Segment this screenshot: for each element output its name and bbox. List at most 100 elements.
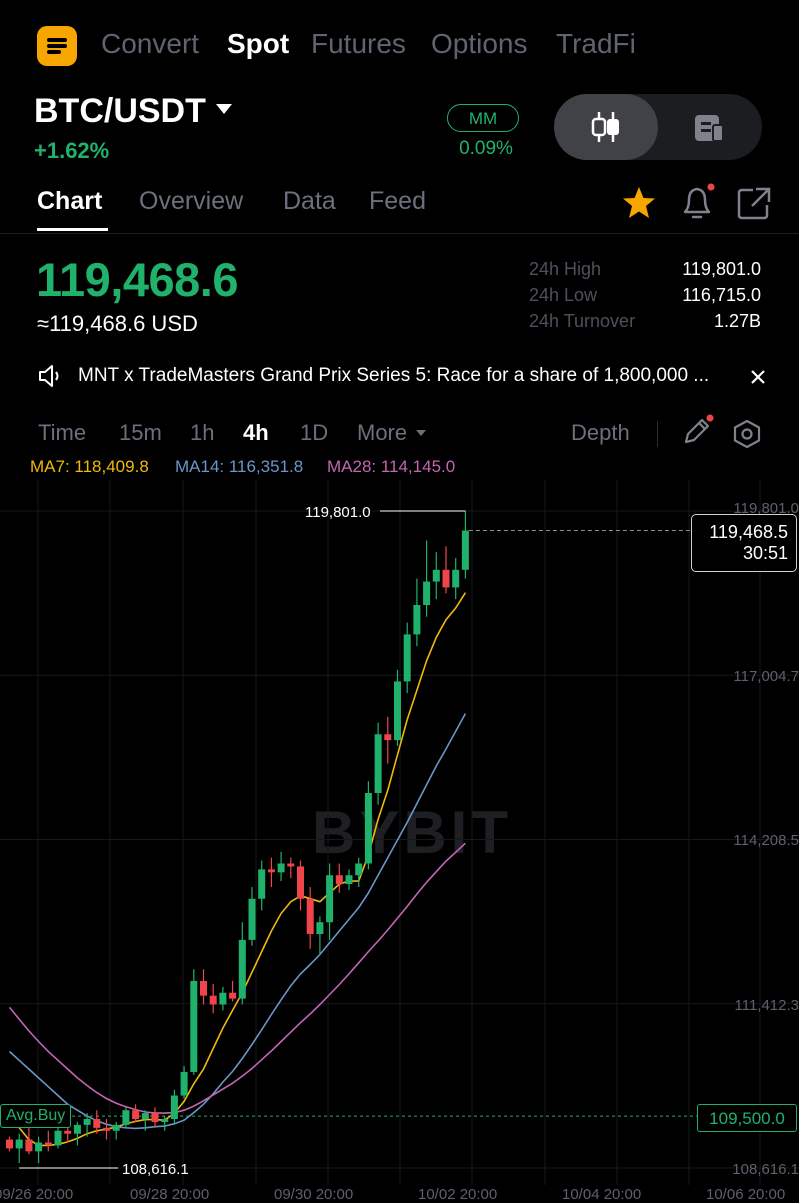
watermark: BYBIT xyxy=(312,799,512,866)
x-tick-label: 10/06 20:00 xyxy=(706,1186,786,1203)
tab-convert[interactable]: Convert xyxy=(101,28,200,59)
x-tick-label: 09/28 20:00 xyxy=(130,1186,210,1203)
x-tick-label: 10/02 20:00 xyxy=(418,1186,498,1203)
candle-body xyxy=(316,922,324,934)
candle-body xyxy=(306,898,314,934)
candle-body xyxy=(141,1113,149,1120)
candle-body xyxy=(229,992,237,999)
settings-icon[interactable] xyxy=(732,419,762,449)
tab-futures[interactable]: Futures xyxy=(311,28,406,59)
stat-value-low: 116,715.0 xyxy=(682,285,761,305)
candle-body xyxy=(423,581,431,606)
chevron-down-icon[interactable] xyxy=(216,104,232,114)
candle-body xyxy=(374,734,382,794)
timeframe-time[interactable]: Time xyxy=(38,420,87,445)
candle-body xyxy=(287,863,295,867)
candle-body xyxy=(6,1139,13,1149)
candle-body xyxy=(151,1113,159,1122)
timeframe-15m[interactable]: 15m xyxy=(119,420,162,445)
candle-body xyxy=(277,863,285,873)
y-tick-label: 114,208.5 xyxy=(733,832,799,849)
candle-body xyxy=(44,1142,52,1146)
y-tick-label: 108,616.1 xyxy=(732,1161,799,1178)
timeframe-1d[interactable]: 1D xyxy=(300,420,329,445)
mm-value: 0.09% xyxy=(459,138,513,159)
candle-body xyxy=(209,995,217,1005)
ma-line-ma28 xyxy=(8,842,466,1114)
current-price-label: 119,468.5 xyxy=(709,522,788,542)
x-tick-label: 10/04 20:00 xyxy=(562,1186,642,1203)
candle-countdown: 30:51 xyxy=(742,543,788,563)
header-divider xyxy=(0,233,799,234)
pair-selector[interactable]: BTC/USDT xyxy=(34,92,206,130)
subtab-chart[interactable]: Chart xyxy=(37,187,103,215)
candle-body xyxy=(413,605,421,635)
menu-icon[interactable] xyxy=(37,26,77,66)
candle-body xyxy=(93,1119,101,1128)
candle-body xyxy=(258,869,266,899)
y-tick-label: 117,004.7 xyxy=(733,668,799,685)
timeframe-1h[interactable]: 1h xyxy=(190,420,215,445)
tab-spot[interactable]: Spot xyxy=(227,28,290,59)
candle-body xyxy=(267,869,275,873)
avg-buy-price: 109,500.0 xyxy=(697,1104,797,1132)
share-icon[interactable] xyxy=(736,186,772,222)
candle-body xyxy=(83,1119,91,1125)
tab-options[interactable]: Options xyxy=(431,28,528,59)
candle-body xyxy=(112,1124,120,1131)
candle-body xyxy=(25,1139,33,1152)
candle-body xyxy=(394,681,401,741)
candle-body xyxy=(461,530,469,570)
candle-body xyxy=(355,863,363,876)
subtab-data[interactable]: Data xyxy=(283,187,336,215)
stat-label-low: 24h Low xyxy=(529,285,598,305)
timeframe-4h[interactable]: 4h xyxy=(243,420,269,445)
star-icon[interactable] xyxy=(620,185,658,221)
candle-body xyxy=(73,1124,81,1134)
candle-body xyxy=(297,866,304,899)
announcement-text[interactable]: MNT x TradeMasters Grand Prix Series 5: … xyxy=(78,365,710,386)
candle-body xyxy=(238,939,246,999)
x-tick-label: 09/26 20:00 xyxy=(0,1186,74,1203)
tab-tradfi[interactable]: TradFi xyxy=(556,28,636,59)
ma-line-ma7 xyxy=(8,592,467,1147)
orderbook-icon[interactable] xyxy=(693,113,725,143)
bell-icon[interactable] xyxy=(680,182,716,222)
candle-body xyxy=(15,1139,23,1149)
stat-value-turnover: 1.27B xyxy=(713,311,761,331)
candle-body xyxy=(180,1072,188,1096)
ma-line-ma14 xyxy=(8,713,467,1130)
candle-body xyxy=(64,1130,72,1134)
candle-body xyxy=(452,569,460,588)
timeframe-more[interactable]: More xyxy=(357,420,408,445)
candle-body xyxy=(103,1127,110,1131)
candle-body xyxy=(190,980,198,1073)
subtab-feed[interactable]: Feed xyxy=(369,187,426,215)
close-icon[interactable] xyxy=(750,369,766,385)
subtab-overview[interactable]: Overview xyxy=(139,187,244,215)
depth-button[interactable]: Depth xyxy=(571,420,630,445)
candlestick-icon[interactable] xyxy=(590,110,622,144)
candle-body xyxy=(132,1110,140,1120)
stat-label-high: 24h High xyxy=(529,259,602,279)
more-caret-icon[interactable] xyxy=(416,430,426,436)
low-marker-label: 108,616.1 xyxy=(122,1161,189,1178)
candle-body xyxy=(442,569,450,588)
mm-badge[interactable]: MM xyxy=(447,104,519,132)
candle-body xyxy=(335,875,343,885)
price-change-percent: +1.62% xyxy=(34,138,110,163)
avg-buy-label[interactable]: Avg.Buy xyxy=(0,1104,72,1128)
candlestick-chart[interactable] xyxy=(0,480,799,1200)
candle-body xyxy=(345,875,353,885)
usd-price: ≈119,468.6 USD xyxy=(37,311,198,336)
x-tick-label: 09/30 20:00 xyxy=(274,1186,354,1203)
candle-body xyxy=(403,634,411,682)
ma28-label: MA28: 114,145.0 xyxy=(327,457,456,476)
candle-body xyxy=(122,1110,130,1125)
stat-label-turnover: 24h Turnover xyxy=(529,311,636,331)
candle-body xyxy=(384,734,392,741)
pencil-icon[interactable] xyxy=(680,414,716,448)
candle-body xyxy=(364,793,372,864)
active-tab-indicator xyxy=(37,228,108,231)
current-price-box: 119,468.5 30:51 xyxy=(691,514,797,572)
